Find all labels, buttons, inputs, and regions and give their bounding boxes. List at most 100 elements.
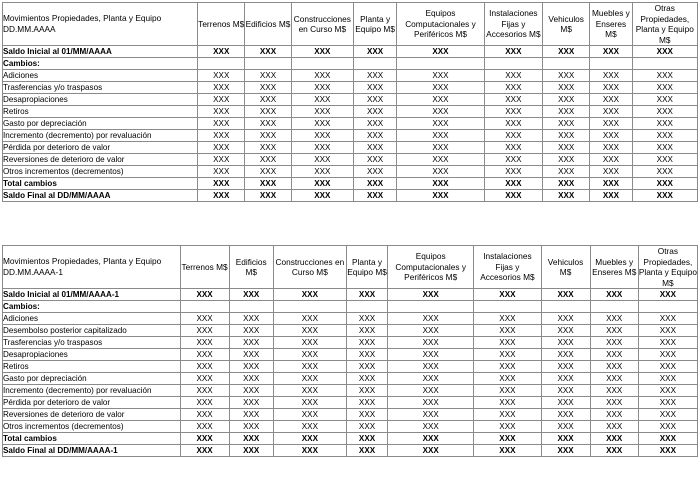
row-cell-value: XXX bbox=[244, 189, 292, 202]
row-cell-value: XXX bbox=[345, 420, 389, 433]
row-cell-value: XXX bbox=[637, 360, 699, 373]
row-cell-value: XXX bbox=[631, 165, 699, 178]
row-cell-value: XXX bbox=[197, 177, 246, 190]
row-label: Total cambios bbox=[2, 432, 181, 445]
row-cell-value: XXX bbox=[483, 129, 544, 142]
row-cell-value: XXX bbox=[352, 93, 398, 106]
row-cell-value: XXX bbox=[589, 153, 633, 166]
row-cell-value: XXX bbox=[589, 81, 633, 94]
row-label: Retiros bbox=[2, 360, 181, 373]
row-cell-value: XXX bbox=[197, 105, 246, 118]
row-cell-value: XXX bbox=[197, 45, 246, 58]
column-header-9: Otras Propiedades, Planta y Equipo M$ bbox=[637, 245, 699, 289]
row-cell-value: XXX bbox=[589, 336, 639, 349]
column-header-5: Equipos Computacionales y Periféricos M$ bbox=[396, 2, 485, 46]
row-cell-value: XXX bbox=[197, 153, 246, 166]
row-cell-value: XXX bbox=[473, 312, 542, 325]
row-cell-value: XXX bbox=[272, 396, 347, 409]
row-cell-value: XXX bbox=[228, 396, 274, 409]
row-cell-value: XXX bbox=[244, 45, 292, 58]
table-row: Otros incrementos (decrementos) XXX XXX XXX… bbox=[2, 420, 699, 433]
row-cell-value: XXX bbox=[631, 69, 699, 82]
row-cell-value: XXX bbox=[272, 348, 347, 361]
table-two-header-label: Movimientos Propiedades, Planta y Equipo… bbox=[2, 245, 181, 289]
row-cell-value: XXX bbox=[228, 324, 274, 337]
row-cell-value: XXX bbox=[228, 288, 274, 301]
row-cell-value: XXX bbox=[228, 360, 274, 373]
table-row: Reversiones de deterioro de valor XXX XXX X… bbox=[1, 153, 699, 166]
row-cell-empty bbox=[179, 300, 230, 313]
row-cell-value: XXX bbox=[345, 336, 389, 349]
row-cell-value: XXX bbox=[473, 324, 542, 337]
row-cell-value: XXX bbox=[244, 177, 292, 190]
row-cell-value: XXX bbox=[473, 408, 542, 421]
row-cell-value: XXX bbox=[473, 372, 542, 385]
row-cell-value: XXX bbox=[483, 177, 544, 190]
row-cell-value: XXX bbox=[387, 288, 475, 301]
row-label: Pérdida por deterioro de valor bbox=[1, 141, 199, 154]
row-cell-value: XXX bbox=[542, 177, 591, 190]
row-cell-value: XXX bbox=[483, 117, 544, 130]
row-cell-value: XXX bbox=[244, 141, 292, 154]
table-row: Adiciones XXX XXX XXX XXX XXX XXX XXX XXX XXX bbox=[2, 312, 699, 325]
table-row: Saldo Inicial al 01/MM/AAAA-1 XXX XXX XXX XX… bbox=[2, 288, 699, 301]
row-cell-value: XXX bbox=[345, 348, 389, 361]
row-cell-value: XXX bbox=[387, 408, 475, 421]
row-cell-value: XXX bbox=[589, 141, 633, 154]
row-label: Cambios: bbox=[2, 300, 181, 313]
row-cell-value: XXX bbox=[631, 45, 699, 58]
row-label: Otros incrementos (decrementos) bbox=[1, 165, 199, 178]
column-header-2: Edificios M$ bbox=[228, 245, 274, 289]
row-cell-value: XXX bbox=[637, 408, 699, 421]
row-cell-value: XXX bbox=[589, 69, 633, 82]
row-cell-value: XXX bbox=[228, 372, 274, 385]
row-cell-value: XXX bbox=[228, 420, 274, 433]
row-cell-value: XXX bbox=[542, 117, 591, 130]
row-cell-value: XXX bbox=[589, 372, 639, 385]
row-cell-value: XXX bbox=[540, 324, 591, 337]
row-cell-value: XXX bbox=[540, 444, 591, 457]
row-cell-value: XXX bbox=[396, 93, 485, 106]
row-cell-value: XXX bbox=[542, 93, 591, 106]
row-label: Otros incrementos (decrementos) bbox=[2, 420, 181, 433]
table-row: Incremento (decremento) por revaluación X… bbox=[2, 384, 699, 397]
row-cell-value: XXX bbox=[589, 177, 633, 190]
column-header-7: Vehiculos M$ bbox=[540, 245, 591, 289]
row-cell-value: XXX bbox=[631, 177, 699, 190]
row-cell-value: XXX bbox=[272, 444, 347, 457]
row-cell-value: XXX bbox=[483, 81, 544, 94]
table-row: Trasferencias y/o traspasos XXX XXX XXX XXX X… bbox=[1, 81, 699, 94]
table-row: Cambios: bbox=[2, 300, 699, 313]
row-cell-value: XXX bbox=[396, 117, 485, 130]
row-cell-value: XXX bbox=[589, 165, 633, 178]
movimientos-ppe-table-prior: Movimientos Propiedades, Planta y Equipo… bbox=[2, 245, 699, 457]
row-label: Total cambios bbox=[1, 177, 199, 190]
row-cell-value: XXX bbox=[483, 45, 544, 58]
row-cell-value: XXX bbox=[345, 432, 389, 445]
row-cell-value: XXX bbox=[637, 444, 699, 457]
row-cell-value: XXX bbox=[272, 312, 347, 325]
row-cell-value: XXX bbox=[228, 444, 274, 457]
table-row: Gasto por depreciación XXX XXX XXX XXX XXX XXX… bbox=[1, 117, 699, 130]
row-cell-value: XXX bbox=[272, 324, 347, 337]
row-label: Reversiones de deterioro de valor bbox=[1, 153, 199, 166]
row-cell-value: XXX bbox=[352, 189, 398, 202]
column-header-7: Vehiculos M$ bbox=[542, 2, 591, 46]
column-header-8: Muebles y Enseres M$ bbox=[589, 2, 633, 46]
row-cell-value: XXX bbox=[637, 372, 699, 385]
row-cell-value: XXX bbox=[290, 189, 354, 202]
row-cell-value: XXX bbox=[179, 420, 230, 433]
row-cell-value: XXX bbox=[631, 153, 699, 166]
table-row: Desapropiaciones XXX XXX XXX XXX XXX XXX XXX XXX… bbox=[2, 348, 699, 361]
row-cell-value: XXX bbox=[589, 360, 639, 373]
column-header-9: Otras Propiedades, Planta y Equipo M$ bbox=[631, 2, 699, 46]
row-cell-value: XXX bbox=[345, 408, 389, 421]
column-header-1: Terrenos M$ bbox=[179, 245, 230, 289]
row-cell-value: XXX bbox=[290, 153, 354, 166]
row-label: Gasto por depreciación bbox=[1, 117, 199, 130]
row-cell-value: XXX bbox=[272, 432, 347, 445]
row-cell-value: XXX bbox=[352, 129, 398, 142]
table-one-container: Movimientos Propiedades, Planta y Equipo… bbox=[1, 2, 699, 202]
row-cell-value: XXX bbox=[473, 288, 542, 301]
row-cell-empty bbox=[244, 57, 292, 70]
